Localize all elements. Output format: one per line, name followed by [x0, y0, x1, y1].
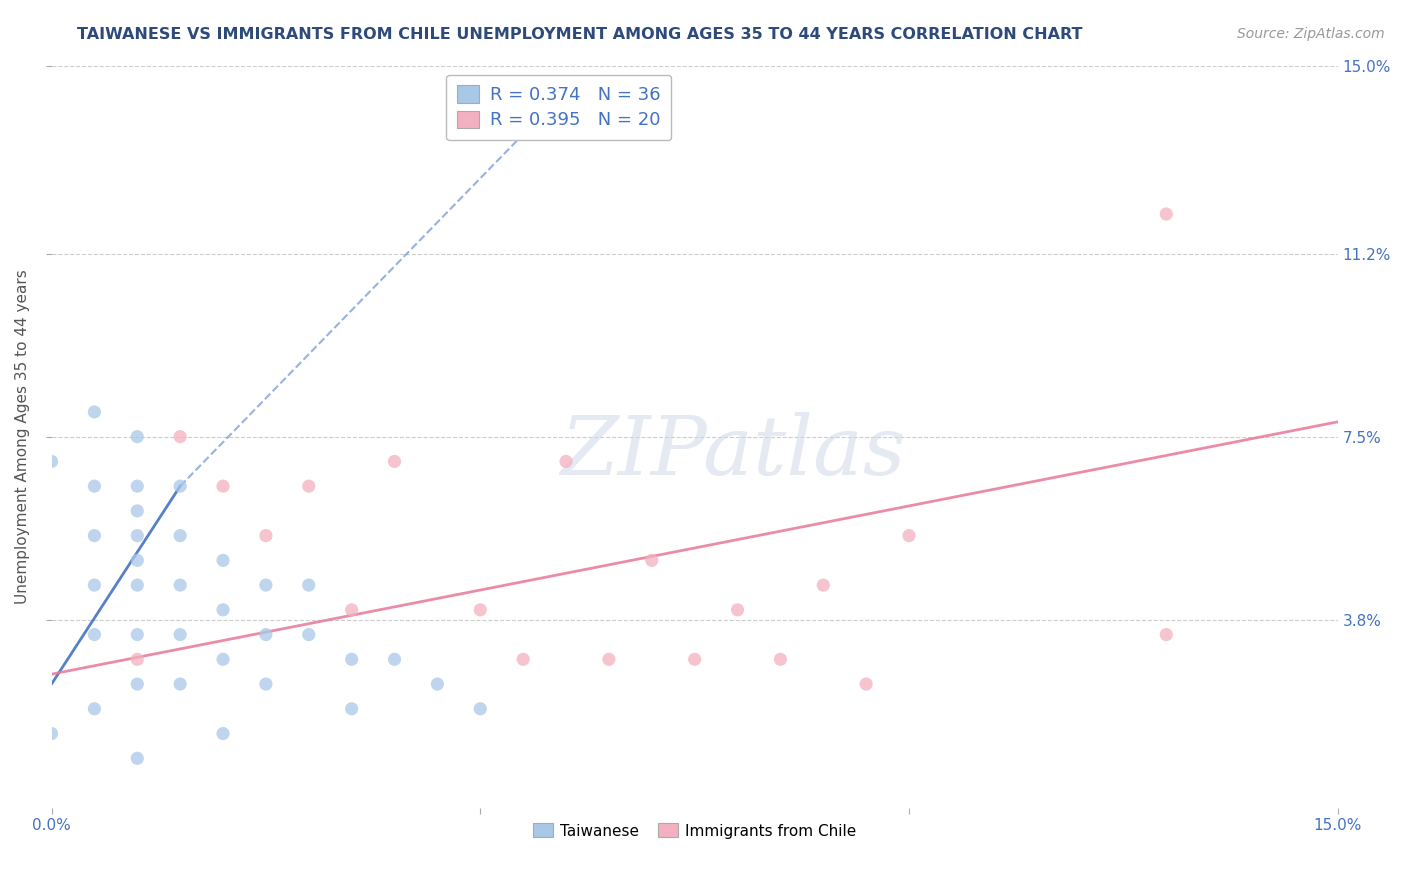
Text: Source: ZipAtlas.com: Source: ZipAtlas.com	[1237, 27, 1385, 41]
Point	[127, 751, 149, 765]
Point	[1154, 207, 1177, 221]
Point	[641, 553, 664, 567]
Point	[169, 627, 191, 641]
Point	[254, 528, 277, 542]
Point	[127, 430, 149, 444]
Point	[298, 479, 321, 493]
Point	[127, 677, 149, 691]
Point	[340, 652, 363, 666]
Point	[470, 702, 492, 716]
Point	[83, 627, 105, 641]
Point	[727, 603, 749, 617]
Point	[555, 454, 578, 468]
Point	[212, 479, 235, 493]
Point	[512, 652, 534, 666]
Point	[212, 652, 235, 666]
Point	[83, 479, 105, 493]
Point	[127, 504, 149, 518]
Point	[83, 578, 105, 592]
Text: TAIWANESE VS IMMIGRANTS FROM CHILE UNEMPLOYMENT AMONG AGES 35 TO 44 YEARS CORREL: TAIWANESE VS IMMIGRANTS FROM CHILE UNEMP…	[77, 27, 1083, 42]
Point	[384, 454, 406, 468]
Point	[127, 652, 149, 666]
Point	[212, 603, 235, 617]
Point	[169, 430, 191, 444]
Point	[212, 726, 235, 740]
Text: ZIPatlas: ZIPatlas	[561, 411, 905, 491]
Point	[298, 627, 321, 641]
Point	[212, 553, 235, 567]
Point	[41, 454, 63, 468]
Point	[813, 578, 835, 592]
Point	[855, 677, 877, 691]
Point	[1154, 627, 1177, 641]
Point	[127, 553, 149, 567]
Point	[426, 677, 449, 691]
Point	[470, 603, 492, 617]
Point	[83, 528, 105, 542]
Point	[169, 479, 191, 493]
Point	[127, 627, 149, 641]
Point	[169, 578, 191, 592]
Point	[769, 652, 792, 666]
Point	[384, 652, 406, 666]
Point	[254, 578, 277, 592]
Point	[298, 578, 321, 592]
Point	[41, 726, 63, 740]
Y-axis label: Unemployment Among Ages 35 to 44 years: Unemployment Among Ages 35 to 44 years	[15, 269, 30, 604]
Point	[127, 528, 149, 542]
Point	[254, 677, 277, 691]
Point	[83, 702, 105, 716]
Point	[340, 702, 363, 716]
Point	[598, 652, 620, 666]
Point	[127, 479, 149, 493]
Point	[254, 627, 277, 641]
Point	[340, 603, 363, 617]
Point	[898, 528, 921, 542]
Point	[683, 652, 706, 666]
Point	[169, 528, 191, 542]
Legend: Taiwanese, Immigrants from Chile: Taiwanese, Immigrants from Chile	[527, 817, 862, 845]
Point	[127, 578, 149, 592]
Point	[169, 677, 191, 691]
Point	[83, 405, 105, 419]
